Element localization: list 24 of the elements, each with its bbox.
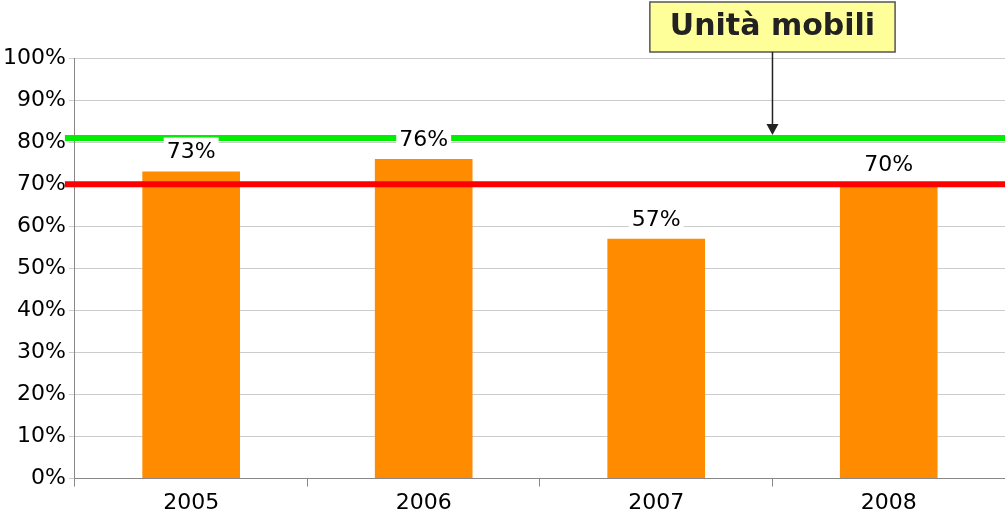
y-tick-label: 80% [16,127,66,153]
y-tick-label: 10% [16,422,66,448]
ref-line-label: Unità mobili [669,6,876,42]
bar [142,171,240,479]
x-tick-label: 2008 [860,488,917,514]
bar [374,158,473,479]
data-label: 70% [864,150,914,176]
y-tick-label: 50% [16,254,66,280]
data-label: 76% [399,125,449,151]
y-tick-label: 70% [16,169,66,195]
y-tick-label: 30% [16,338,66,364]
y-tick-label: 40% [16,296,66,322]
x-tick-label: 2007 [628,488,685,514]
x-tick-label: 2006 [395,488,452,514]
bar [607,238,706,479]
data-label: 57% [631,205,681,231]
y-tick-label: 60% [16,211,66,237]
data-label: 73% [166,138,216,164]
y-tick-label: 100% [2,43,66,69]
y-tick-label: 0% [30,464,66,490]
bar [839,184,938,479]
x-tick-label: 2005 [163,488,220,514]
y-tick-label: 90% [16,85,66,111]
y-tick-label: 20% [16,380,66,406]
